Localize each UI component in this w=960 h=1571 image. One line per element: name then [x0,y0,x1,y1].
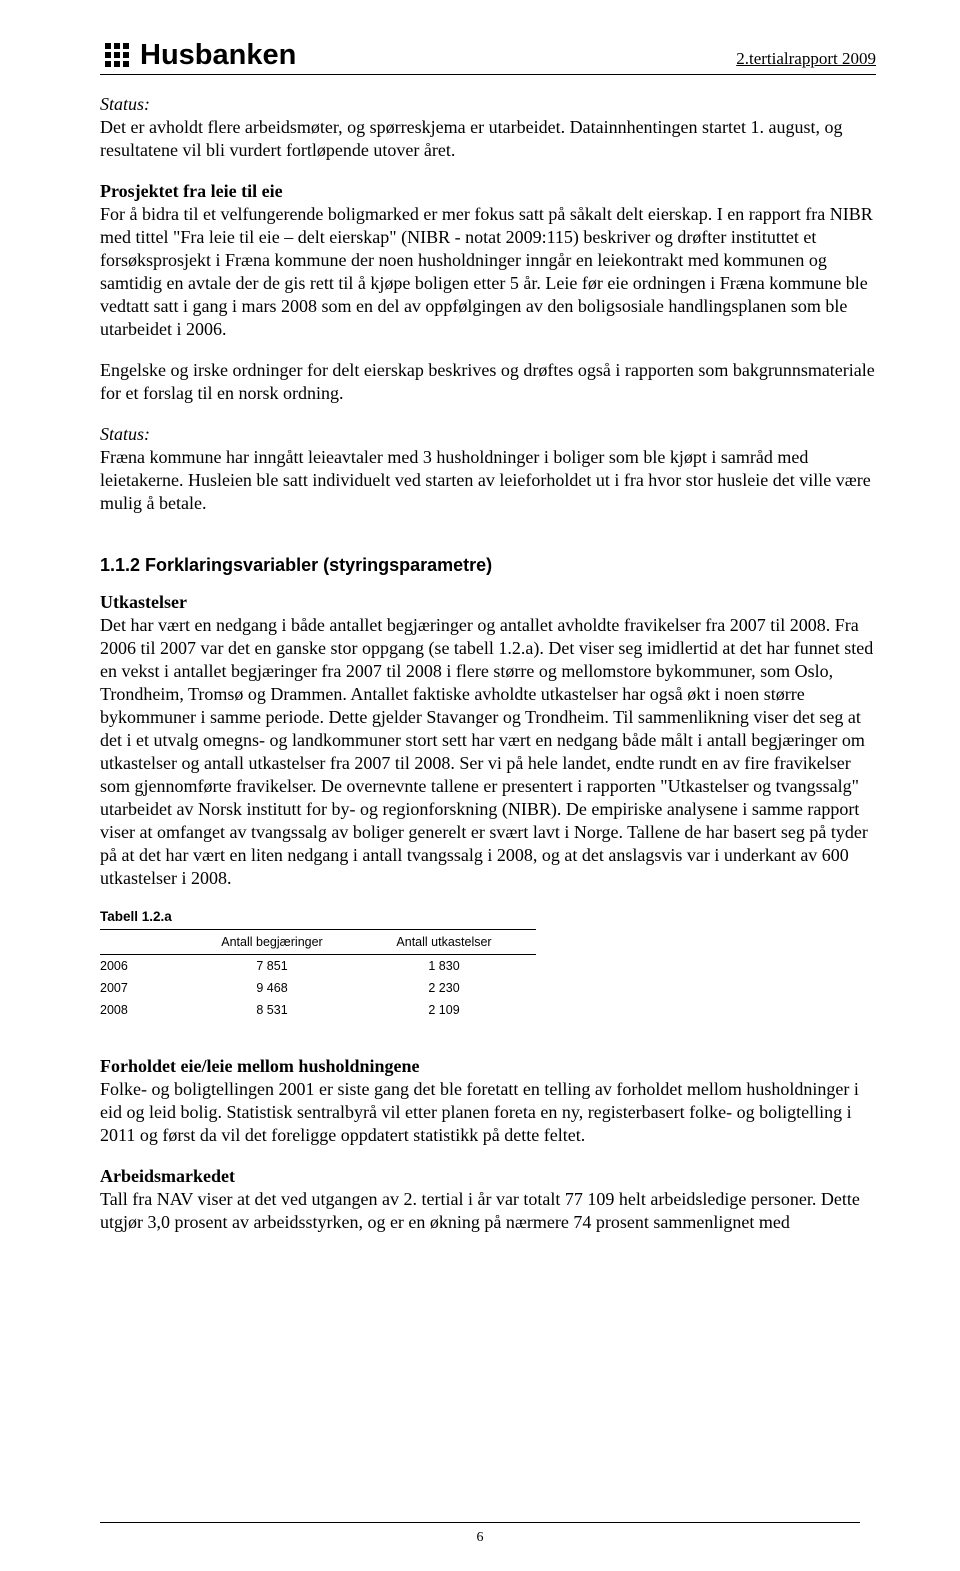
utkastelser-heading: Utkastelser [100,592,187,612]
table-row: 2007 9 468 2 230 [100,977,536,999]
utkastelser-text: Det har vært en nedgang i både antallet … [100,615,873,888]
arbeid-text: Tall fra NAV viser at det ved utgangen a… [100,1189,860,1232]
data-table: Antall begjæringer Antall utkastelser 20… [100,929,536,1021]
page-number: 6 [477,1530,484,1545]
table-header-row: Antall begjæringer Antall utkastelser [100,930,536,955]
page: Husbanken 2.tertialrapport 2009 Status: … [0,0,960,1571]
cell-a: 8 531 [192,999,364,1021]
utkastelser-block: Utkastelser Det har vært en nedgang i bå… [100,591,876,890]
status-text: Fræna kommune har inngått leieavtaler me… [100,447,871,513]
table-row: 2008 8 531 2 109 [100,999,536,1021]
table-header-begjaeringer: Antall begjæringer [192,930,364,955]
page-header: Husbanken 2.tertialrapport 2009 [100,38,876,75]
status-block-2: Status: Fræna kommune har inngått leieav… [100,423,876,515]
logo-text: Husbanken [140,41,296,72]
forhold-heading: Forholdet eie/leie mellom husholdningene [100,1056,420,1076]
table-caption: Tabell 1.2.a [100,908,876,925]
cell-b: 1 830 [364,955,536,978]
cell-b: 2 230 [364,977,536,999]
cell-year: 2008 [100,999,192,1021]
cell-b: 2 109 [364,999,536,1021]
run-in-heading: Prosjektet fra leie til eie [100,181,283,201]
status-label: Status: [100,424,150,444]
forhold-block: Forholdet eie/leie mellom husholdningene… [100,1055,876,1147]
table-row: 2006 7 851 1 830 [100,955,536,978]
cell-year: 2006 [100,955,192,978]
table-header-utkastelser: Antall utkastelser [364,930,536,955]
forhold-text: Folke- og boligtellingen 2001 er siste g… [100,1079,859,1145]
paragraph-leie-til-eie: Prosjektet fra leie til eie For å bidra … [100,180,876,341]
status-text: Det er avholdt flere arbeidsmøter, og sp… [100,117,843,160]
husbanken-logo-icon [100,38,134,72]
cell-a: 9 468 [192,977,364,999]
page-footer: 6 [0,1522,960,1547]
table-header-year [100,930,192,955]
cell-a: 7 851 [192,955,364,978]
section-heading: 1.1.2 Forklaringsvariabler (styringspara… [100,554,876,577]
arbeidsmarkedet-block: Arbeidsmarkedet Tall fra NAV viser at de… [100,1165,876,1234]
header-report-title: 2.tertialrapport 2009 [736,48,876,72]
status-label: Status: [100,94,150,114]
arbeid-heading: Arbeidsmarkedet [100,1166,235,1186]
paragraph-engelske-irske: Engelske og irske ordninger for delt eie… [100,359,876,405]
status-block-1: Status: Det er avholdt flere arbeidsmøte… [100,93,876,162]
logo: Husbanken [100,38,296,72]
paragraph-text: For å bidra til et velfungerende boligma… [100,204,873,339]
cell-year: 2007 [100,977,192,999]
